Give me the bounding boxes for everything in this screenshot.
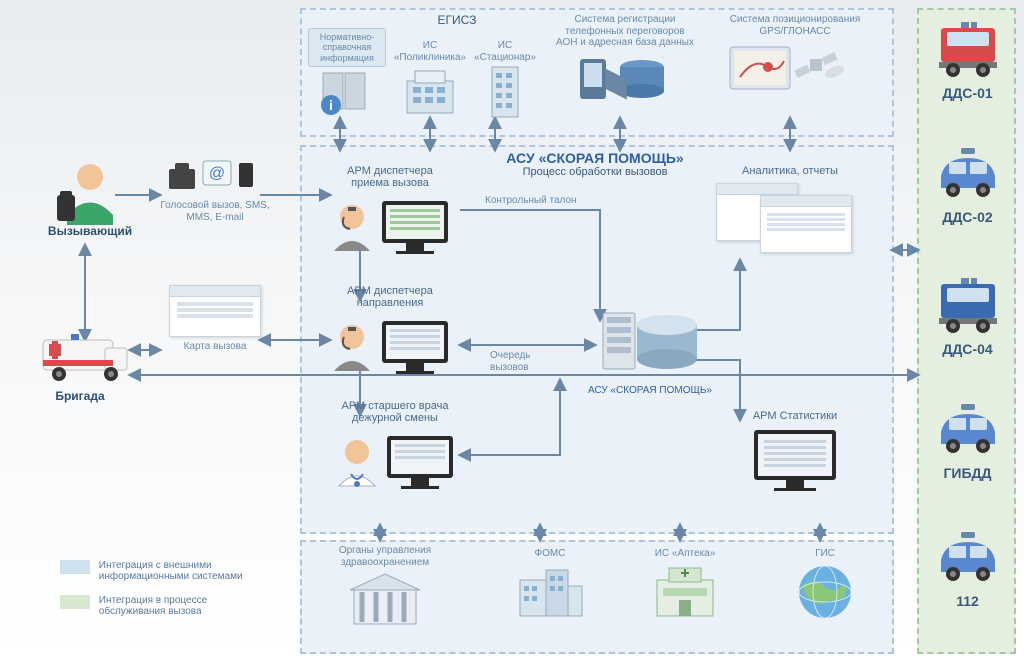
service-dds01: ДДС-01: [920, 18, 1015, 101]
brigade-label: Бригада: [20, 390, 140, 404]
gis-node: ГИС: [780, 548, 870, 627]
server-label: АСУ «СКОРАЯ ПОМОЩЬ»: [585, 385, 715, 397]
poly-building-icon: [395, 63, 465, 118]
arm-intake-icon: [320, 191, 460, 256]
channels-node: @ Голосовой вызов, SMS, MMS, E-mail: [160, 155, 270, 223]
caller-label: Вызывающий: [35, 225, 145, 239]
aon-icon: [570, 49, 680, 104]
legend-blue: Интеграция с внешними информационными си…: [60, 560, 260, 582]
poly-label: ИС «Поликлиника»: [390, 40, 470, 63]
truck-icon: [931, 274, 1005, 334]
service-label: ДДС-02: [920, 209, 1015, 225]
service-label: ДДС-01: [920, 85, 1015, 101]
analytics-label: Аналитика, отчеты: [710, 165, 870, 177]
central-title: АСУ «СКОРАЯ ПОМОЩЬ» Процесс обработки вы…: [470, 150, 720, 179]
globe-icon: [792, 560, 858, 622]
edge-queue: Очередь вызовов: [490, 350, 531, 373]
arm-senior-label: АРМ старшего врача дежурной смены: [315, 400, 475, 424]
health-mgmt-icon: [340, 568, 430, 628]
stationary-label: ИС «Стационар»: [470, 40, 540, 63]
analytics-window-2-icon: [760, 195, 852, 253]
health-mgmt-node: Органы управления здравоохранением: [310, 545, 460, 633]
legend-green: Интеграция в процессе обслуживания вызов…: [60, 595, 260, 617]
ambulance-icon: [25, 330, 135, 385]
call-card-label: Карта вызова: [160, 341, 270, 353]
car-icon: [931, 146, 1005, 202]
truck-icon: [931, 18, 1005, 78]
channels-icon: @: [165, 155, 265, 195]
stats-node: АРМ Статистики: [720, 410, 870, 499]
health-mgmt-label: Органы управления здравоохранением: [310, 545, 460, 568]
reference-icon: i: [313, 67, 381, 117]
server-icon: [595, 305, 705, 380]
aon-node: Система регистрации телефонных переговор…: [545, 14, 705, 109]
pharmacy-label: ИС «Аптека»: [630, 548, 740, 560]
gps-icon: [720, 37, 870, 97]
call-card-node: Карта вызова: [160, 285, 270, 353]
server-node: АСУ «СКОРАЯ ПОМОЩЬ»: [585, 305, 715, 397]
service-gibdd: ГИБДД: [920, 402, 1015, 481]
edge-control-ticket: Контрольный талон: [485, 195, 577, 207]
svg-text:@: @: [209, 165, 225, 182]
car-icon: [931, 402, 1005, 458]
gps-label: Система позиционирования GPS/ГЛОНАСС: [710, 14, 880, 37]
aon-label: Система регистрации телефонных переговор…: [545, 14, 705, 49]
central-subtitle-text: Процесс обработки вызовов: [470, 166, 720, 179]
service-label: ГИБДД: [920, 465, 1015, 481]
channels-label: Голосовой вызов, SMS, MMS, E-mail: [160, 200, 270, 223]
legend-green-text: Интеграция в процессе обслуживания вызов…: [99, 595, 249, 617]
analytics-node: Аналитика, отчеты: [710, 165, 870, 249]
service-label: ДДС-04: [920, 341, 1015, 357]
service-dds02: ДДС-02: [920, 146, 1015, 225]
arm-intake-label: АРМ диспетчера приема вызова: [315, 165, 465, 189]
gis-label: ГИС: [780, 548, 870, 560]
service-dds04: ДДС-04: [920, 274, 1015, 357]
stats-label: АРМ Статистики: [720, 410, 870, 422]
reference-label: Нормативно- справочная информация: [311, 32, 383, 63]
pharmacy-node: ИС «Аптека»: [630, 548, 740, 625]
arm-intake: АРМ диспетчера приема вызова: [315, 165, 465, 261]
svg-text:i: i: [329, 97, 333, 113]
egisz-title: ЕГИСЗ: [392, 14, 522, 28]
gps-node: Система позиционирования GPS/ГЛОНАСС: [710, 14, 880, 102]
legend-green-swatch: [60, 595, 90, 609]
stationary-node: ИС «Стационар»: [470, 40, 540, 126]
arm-senior: АРМ старшего врача дежурной смены: [315, 400, 475, 496]
legend-blue-swatch: [60, 560, 90, 574]
service-112: 112: [920, 530, 1015, 609]
pharmacy-icon: [645, 560, 725, 620]
legend-blue-text: Интеграция с внешними информационными си…: [99, 560, 249, 582]
arm-dispatch-icon: [320, 311, 460, 376]
poly-node: ИС «Поликлиника»: [390, 40, 470, 123]
stats-icon: [740, 424, 850, 494]
car-icon: [931, 530, 1005, 586]
caller-icon: [55, 155, 125, 225]
arm-dispatch: АРМ диспетчера направления: [315, 285, 465, 381]
arm-dispatch-label: АРМ диспетчера направления: [315, 285, 465, 309]
egisz-label: ЕГИСЗ: [392, 14, 522, 28]
arm-senior-icon: [325, 426, 465, 491]
caller-node: Вызывающий: [35, 155, 145, 239]
stationary-building-icon: [480, 63, 530, 121]
brigade-node: Бригада: [20, 330, 140, 404]
foms-icon: [510, 560, 590, 620]
service-label: 112: [920, 593, 1015, 609]
foms-node: ФОМС: [500, 548, 600, 625]
foms-label: ФОМС: [500, 548, 600, 560]
reference-node: Нормативно- справочная информация i: [308, 28, 386, 122]
central-title-text: АСУ «СКОРАЯ ПОМОЩЬ»: [470, 150, 720, 166]
call-card-window-icon: [169, 285, 261, 337]
